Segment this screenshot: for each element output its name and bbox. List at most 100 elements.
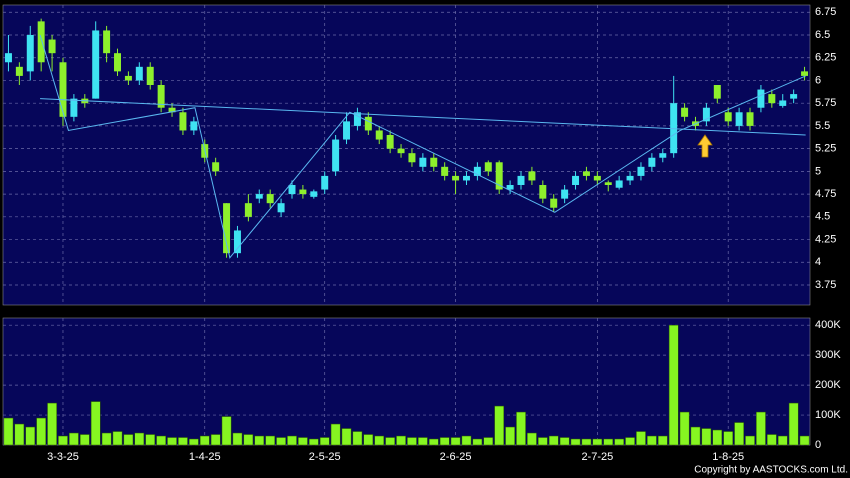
volume-bar <box>352 431 363 446</box>
volume-bar <box>614 438 624 446</box>
candle-body <box>146 66 154 85</box>
candle-body <box>768 94 776 104</box>
candle-body <box>757 89 765 108</box>
candle-body <box>582 171 590 176</box>
volume-bar <box>47 402 57 446</box>
volume-bar <box>625 437 635 446</box>
volume-bar <box>156 435 166 446</box>
volume-bar <box>603 438 614 446</box>
candle-body <box>168 107 176 113</box>
volume-bar <box>788 402 799 446</box>
candle-body <box>517 175 525 185</box>
candle-body <box>637 166 645 176</box>
volume-bar <box>701 428 712 446</box>
volume-bar <box>483 437 494 446</box>
candle-body <box>190 121 198 131</box>
volume-bar <box>723 431 734 446</box>
candle-body <box>375 130 383 140</box>
volume-bar <box>537 437 548 446</box>
y-tick-label: 5.5 <box>815 120 830 132</box>
x-tick-label: 2-5-25 <box>309 451 341 463</box>
candle-body <box>4 53 12 63</box>
y-tick-label: 4.25 <box>815 233 836 245</box>
volume-bar <box>341 428 352 446</box>
y-tick-label: 5.25 <box>815 143 836 155</box>
candle-body <box>386 135 394 149</box>
candle-body <box>735 112 743 126</box>
volume-bar <box>472 438 483 446</box>
volume-bar <box>308 438 319 446</box>
volume-bar <box>189 438 199 446</box>
volume-bar <box>516 411 526 446</box>
candle-body <box>550 198 558 208</box>
candle-body <box>670 103 678 154</box>
volume-bar <box>712 429 723 446</box>
y-tick-label: 300K <box>815 349 841 361</box>
volume-bar <box>3 417 14 446</box>
volume-bar <box>243 434 254 446</box>
volume-bar <box>647 435 657 446</box>
candle-body <box>790 94 798 99</box>
volume-bar <box>668 324 679 446</box>
y-tick-label: 400K <box>815 319 841 331</box>
volume-bar <box>407 437 417 446</box>
candle-body <box>681 107 689 117</box>
volume-bar <box>527 432 537 446</box>
candle-body <box>397 148 405 154</box>
price-panel <box>2 4 811 306</box>
candle-body <box>572 175 580 185</box>
volume-bar <box>494 405 505 446</box>
candle-body <box>103 30 111 54</box>
candle-body <box>626 175 634 181</box>
x-tick-label: 1-8-25 <box>712 451 744 463</box>
candle-body <box>92 30 100 99</box>
volume-bar <box>101 432 112 446</box>
candle-body <box>746 112 754 126</box>
volume-bar <box>559 437 570 446</box>
candle-body <box>408 153 416 163</box>
volume-bar <box>745 435 755 446</box>
volume-bar <box>636 431 646 446</box>
y-tick-label: 4 <box>815 256 821 268</box>
candle-body <box>648 157 656 167</box>
y-tick-label: 6.5 <box>815 29 830 41</box>
y-tick-label: 200K <box>815 379 841 391</box>
volume-bar <box>657 435 668 446</box>
candle-body <box>70 98 78 117</box>
candle-body <box>484 162 492 172</box>
plot-layer: 3.75 4 4.25 4.5 4.75 5 5.25 5.5 5.75 6 6.25 6.5 6.75… <box>3 5 841 463</box>
y-tick-label: 5 <box>815 165 821 177</box>
candle-body <box>441 166 449 176</box>
volume-bar <box>363 434 374 446</box>
volume-bar <box>221 416 232 446</box>
volume-bar <box>385 437 395 446</box>
candle-body <box>114 53 121 72</box>
candle-body <box>15 66 23 76</box>
volume-bar <box>396 435 406 446</box>
volume-bar <box>265 435 276 446</box>
volume-bar <box>374 435 385 446</box>
volume-bar <box>592 438 603 446</box>
trend-line <box>40 98 806 136</box>
volume-bar <box>90 401 101 446</box>
volume-bar <box>690 426 701 446</box>
candle-body <box>473 166 481 176</box>
volume-bar <box>756 411 766 446</box>
volume-bar <box>287 435 297 446</box>
volume-bar <box>79 434 90 446</box>
candle-body <box>702 107 710 122</box>
volume-bar <box>330 423 341 446</box>
volume-bar <box>199 435 210 446</box>
volume-bar <box>232 432 243 446</box>
x-tick-label: 2-7-25 <box>581 451 613 463</box>
candle-body <box>223 203 231 254</box>
volume-bar <box>112 431 123 446</box>
candle-body <box>332 139 340 172</box>
volume-bar <box>167 437 177 446</box>
candle-body <box>659 153 667 158</box>
volume-bar <box>548 435 559 446</box>
candle-body <box>506 185 514 190</box>
candle-body <box>343 121 351 140</box>
volume-bar <box>14 423 25 446</box>
candle-body <box>48 39 56 54</box>
